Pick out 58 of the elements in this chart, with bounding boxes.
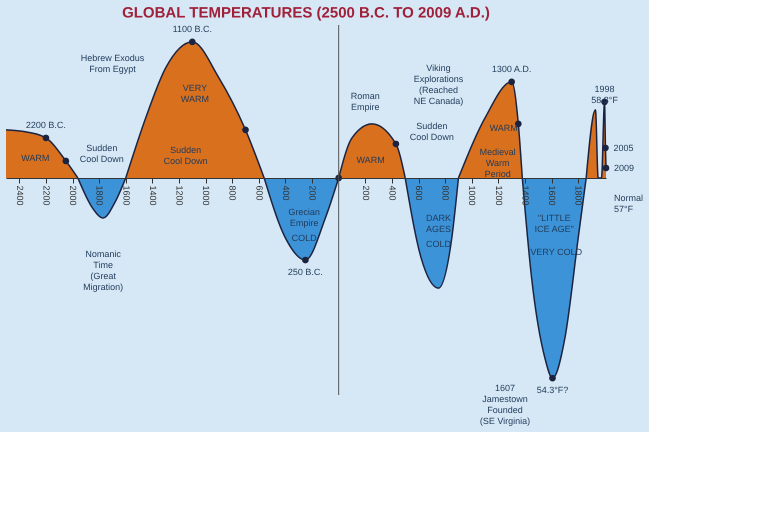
x-tick-label: 2200 — [41, 185, 52, 206]
point — [42, 134, 50, 142]
x-tick-label: 600 — [254, 185, 264, 200]
x-tick-label: 1200 — [494, 185, 504, 206]
annotation: Hebrew Exodus From Egypt — [80, 52, 145, 74]
annotation: Grecian Empire — [288, 207, 320, 228]
annotation: Sudden Cool Down — [410, 120, 454, 142]
x-tick-label: 800 — [228, 185, 238, 200]
annotation: WARM — [21, 152, 50, 163]
annotation: 2005 — [613, 142, 634, 153]
annotation: 1300 A.D. — [492, 64, 532, 74]
x-tick-label: 1000 — [467, 185, 478, 206]
x-tick-label: 1400 — [148, 185, 158, 206]
point — [302, 256, 309, 264]
point — [392, 140, 400, 148]
x-tick-label: 1000 — [201, 185, 212, 206]
x-tick-label: 400 — [387, 185, 398, 200]
annotation: DARK AGES — [426, 213, 451, 234]
x-tick-label: 1400 — [520, 185, 530, 206]
x-tick-label: 1200 — [174, 185, 184, 206]
x-tick-label: 2000 — [68, 185, 78, 206]
annotation: Medieval Warm Period — [480, 146, 516, 179]
annotation: Nomanic Time (Great Migration) — [83, 249, 124, 292]
annotation: 54.3°F? — [536, 385, 568, 396]
x-tick-label: 200 — [308, 185, 318, 200]
chart-title: GLOBAL TEMPERATURES (2500 B.C. TO 2009 A.D.) — [122, 4, 490, 22]
x-tick-label: 400 — [280, 185, 291, 200]
annotation: VERY WARM — [180, 82, 210, 104]
point — [549, 374, 556, 382]
annotation: Viking Explorations (Reached NE Canada) — [414, 62, 464, 106]
annotation: WARM — [356, 154, 385, 165]
point — [188, 38, 196, 46]
annotation: 1100 B.C. — [172, 24, 212, 34]
text: Normal 57°F — [614, 192, 644, 214]
x-tick-label: 800 — [440, 185, 451, 200]
annotation: 2200 B.C. — [26, 120, 66, 130]
x-tick-label: 1800 — [574, 185, 584, 206]
annotation: 250 B.C. — [288, 267, 323, 278]
annotation: "LITTLE ICE AGE" — [534, 213, 574, 234]
x-tick-label: 1600 — [121, 185, 132, 206]
annotation: WARM — [490, 122, 518, 133]
x-tick-label: 1600 — [547, 185, 558, 206]
text: 1607 Jamestown Founded (SE Virginia) — [480, 383, 530, 426]
x-tick-label: 600 — [414, 185, 424, 200]
x-tick-label: 1800 — [94, 185, 105, 206]
annotation: 2009 — [614, 162, 634, 173]
point — [602, 164, 610, 172]
annotation: COLD — [426, 239, 452, 250]
point — [508, 78, 516, 86]
annotation: COLD — [292, 233, 318, 244]
x-tick-label: 200 — [360, 185, 371, 200]
annotation: Roman Empire — [350, 90, 380, 112]
annotation: Sudden Cool Down — [164, 144, 208, 166]
point — [602, 144, 609, 152]
point — [242, 126, 249, 134]
annotation: Sudden Cool Down — [80, 142, 124, 164]
x-tick-label: 2400 — [14, 185, 25, 206]
point — [62, 158, 70, 164]
